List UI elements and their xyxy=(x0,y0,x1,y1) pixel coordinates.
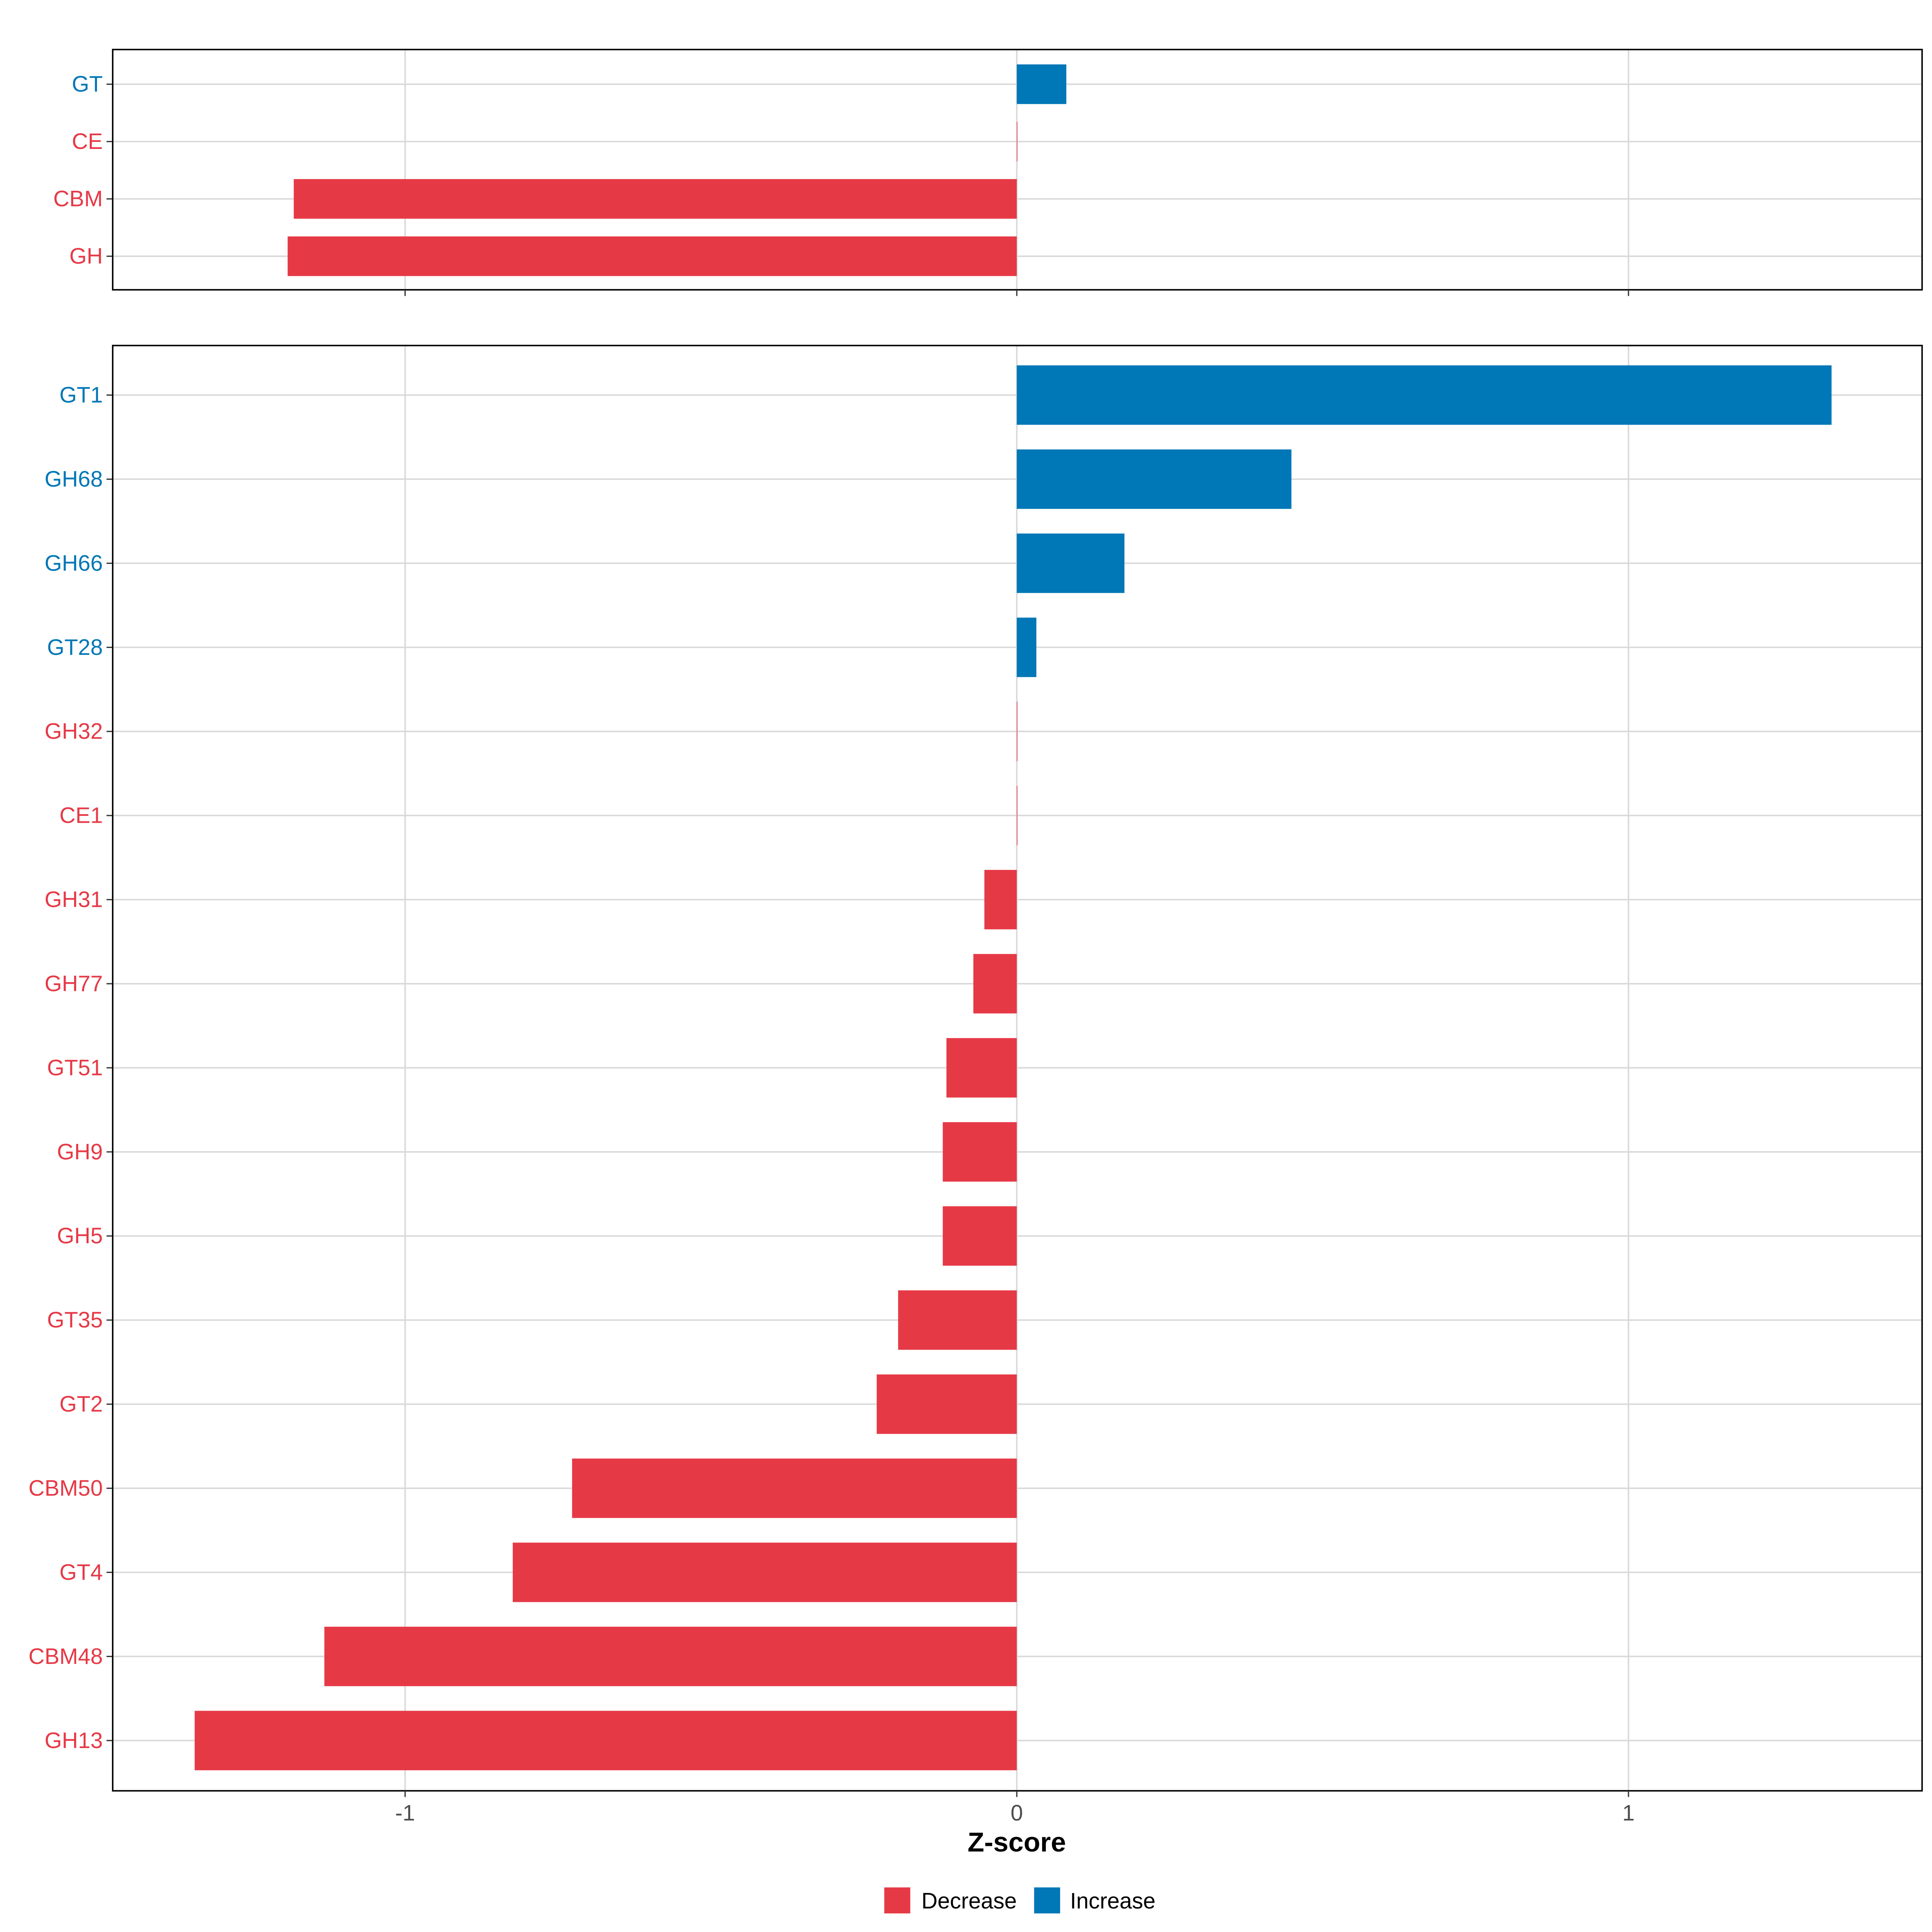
legend-label-decrease: Decrease xyxy=(921,1889,1017,1913)
y-label-CE1: CE1 xyxy=(60,803,103,828)
bar-CBM50 xyxy=(572,1458,1017,1518)
bar-GH32 xyxy=(1017,702,1018,762)
y-label-GH5: GH5 xyxy=(57,1223,103,1248)
legend-swatch-decrease xyxy=(884,1887,910,1913)
bar-GT35 xyxy=(898,1290,1017,1350)
bar-CBM48 xyxy=(324,1627,1017,1686)
bar-GT xyxy=(1017,64,1067,104)
bar-GT51 xyxy=(946,1038,1017,1098)
legend-swatch-increase xyxy=(1034,1887,1060,1913)
y-label-GT1: GT1 xyxy=(60,382,103,407)
bar-CE xyxy=(1017,122,1018,161)
y-label-CBM48: CBM48 xyxy=(29,1644,103,1669)
bar-GH13 xyxy=(194,1711,1017,1771)
y-label-GT28: GT28 xyxy=(47,635,103,660)
x-tick-label: 0 xyxy=(1011,1800,1023,1825)
bar-CE1 xyxy=(1017,786,1018,845)
bar-GH9 xyxy=(943,1122,1017,1182)
bar-CBM xyxy=(293,179,1017,219)
y-label-GT51: GT51 xyxy=(47,1055,103,1080)
y-label-GH9: GH9 xyxy=(57,1139,103,1164)
bar-GH77 xyxy=(973,954,1017,1013)
x-axis-title: Z-score xyxy=(968,1827,1066,1858)
y-label-GH68: GH68 xyxy=(45,466,103,491)
y-label-GH13: GH13 xyxy=(45,1728,103,1753)
x-tick-label: -1 xyxy=(395,1800,415,1825)
y-label-GT2: GT2 xyxy=(60,1391,103,1416)
legend-label-increase: Increase xyxy=(1070,1889,1155,1913)
bar-GT2 xyxy=(877,1374,1017,1434)
y-label-GH32: GH32 xyxy=(45,719,103,744)
x-tick-label: 1 xyxy=(1622,1800,1635,1825)
bar-GH5 xyxy=(943,1206,1017,1266)
legend: Decrease Increase xyxy=(884,1887,1156,1913)
plot-area: GTCECBMGHGT1GH68GH66GT28GH32CE1GH31GH77G… xyxy=(29,49,1923,1825)
y-label-GH66: GH66 xyxy=(45,551,103,576)
bar-GH66 xyxy=(1017,533,1125,593)
bar-GT4 xyxy=(512,1542,1017,1602)
y-label-CBM50: CBM50 xyxy=(29,1476,103,1501)
panel-top: GT CE CBM GH xyxy=(53,49,1923,296)
bar-GT28 xyxy=(1017,617,1036,677)
y-label-GT: GT xyxy=(72,72,103,97)
bar-GH68 xyxy=(1017,449,1292,509)
y-label-GH: GH xyxy=(69,244,103,268)
y-label-GH77: GH77 xyxy=(45,971,103,996)
y-label-GH31: GH31 xyxy=(45,887,103,912)
bar-GT1 xyxy=(1017,365,1832,425)
y-label-GT4: GT4 xyxy=(60,1560,103,1585)
y-label-CBM: CBM xyxy=(53,186,103,211)
panel-bottom: GT1 GH68 GH66 GT28 GH32 CE1 GH31 GH77 GT51 GH9 GH5… xyxy=(29,345,1923,1825)
y-label-CE: CE xyxy=(72,129,103,154)
bar-GH xyxy=(287,236,1017,276)
bar-GH31 xyxy=(984,870,1017,929)
y-label-GT35: GT35 xyxy=(47,1307,103,1332)
